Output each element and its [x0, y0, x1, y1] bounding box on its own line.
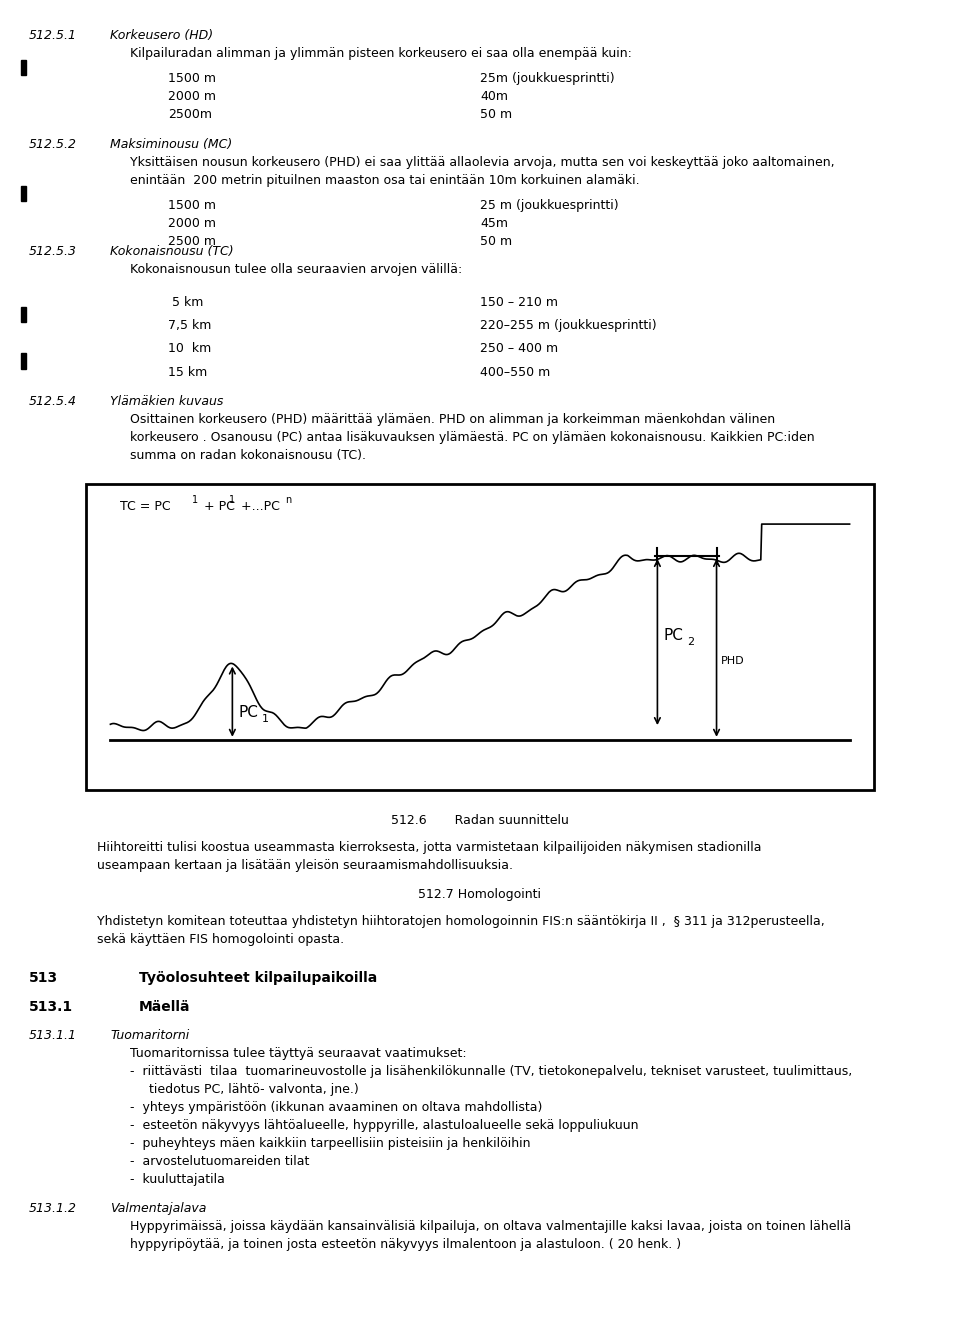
Text: Maksiminousu (MC): Maksiminousu (MC): [110, 137, 232, 150]
Bar: [21, 353, 26, 369]
Text: 50 m: 50 m: [480, 108, 512, 121]
Text: 1: 1: [229, 495, 235, 504]
Text: PC: PC: [238, 705, 258, 720]
Text: sekä käyttäen FIS homogolointi opasta.: sekä käyttäen FIS homogolointi opasta.: [97, 933, 345, 946]
Text: -  puheyhteys mäen kaikkiin tarpeellisiin pisteisiin ja henkilöihin: - puheyhteys mäen kaikkiin tarpeellisiin…: [130, 1137, 530, 1150]
Text: 10  km: 10 km: [168, 342, 211, 355]
Bar: [21, 306, 26, 322]
Text: 2000 m: 2000 m: [168, 217, 216, 230]
Text: -  esteetön näkyvyys lähtöalueelle, hyppyrille, alastuloalueelle sekä loppuliuku: - esteetön näkyvyys lähtöalueelle, hyppy…: [130, 1119, 638, 1133]
Text: -  yhteys ympäristöön (ikkunan avaaminen on oltava mahdollista): - yhteys ympäristöön (ikkunan avaaminen …: [130, 1101, 542, 1114]
Text: PC: PC: [663, 628, 684, 643]
Text: 2: 2: [687, 638, 694, 647]
Text: Kokonaisnousun tulee olla seuraavien arvojen välillä:: Kokonaisnousun tulee olla seuraavien arv…: [130, 264, 462, 277]
Text: Korkeusero (HD): Korkeusero (HD): [110, 29, 213, 43]
Text: -  riittävästi  tilaa  tuomarineuvostolle ja lisähenkilökunnalle (TV, tietokonep: - riittävästi tilaa tuomarineuvostolle j…: [130, 1065, 852, 1078]
Text: tiedotus PC, lähtö- valvonta, jne.): tiedotus PC, lähtö- valvonta, jne.): [149, 1083, 358, 1097]
Text: Hyppyrimäissä, joissa käydään kansainvälisiä kilpailuja, on oltava valmentajille: Hyppyrimäissä, joissa käydään kansainväl…: [130, 1221, 851, 1234]
Text: Kokonaisnousu (TC): Kokonaisnousu (TC): [110, 245, 234, 258]
Text: 1500 m: 1500 m: [168, 72, 216, 85]
Text: Tuomaritorni: Tuomaritorni: [110, 1029, 190, 1042]
Text: 25 m (joukkuesprintti): 25 m (joukkuesprintti): [480, 198, 618, 212]
Text: summa on radan kokonaisnousu (TC).: summa on radan kokonaisnousu (TC).: [130, 449, 366, 462]
Text: 1: 1: [192, 495, 198, 504]
Text: + PC: + PC: [200, 500, 234, 514]
Text: 1500 m: 1500 m: [168, 198, 216, 212]
Text: 50 m: 50 m: [480, 234, 512, 248]
Text: 220–255 m (joukkuesprintti): 220–255 m (joukkuesprintti): [480, 319, 657, 333]
Text: TC = PC: TC = PC: [120, 500, 171, 514]
Text: 1: 1: [262, 713, 269, 724]
Text: 512.5.2: 512.5.2: [29, 137, 77, 150]
Text: Osittainen korkeusero (PHD) määrittää ylämäen. PHD on alimman ja korkeimman mäen: Osittainen korkeusero (PHD) määrittää yl…: [130, 413, 775, 426]
Text: 45m: 45m: [480, 217, 508, 230]
Text: 512.7 Homologointi: 512.7 Homologointi: [419, 888, 541, 901]
Text: 150 – 210 m: 150 – 210 m: [480, 295, 558, 309]
Text: 400–550 m: 400–550 m: [480, 366, 550, 379]
Text: Työolosuhteet kilpailupaikoilla: Työolosuhteet kilpailupaikoilla: [139, 970, 377, 985]
Text: 512.5.3: 512.5.3: [29, 245, 77, 258]
Text: Mäellä: Mäellä: [139, 1000, 191, 1014]
Text: 512.6       Radan suunnittelu: 512.6 Radan suunnittelu: [391, 813, 569, 827]
Text: 512.5.4: 512.5.4: [29, 395, 77, 409]
Bar: [86, 484, 874, 791]
Text: n: n: [285, 495, 292, 504]
Text: 2500 m: 2500 m: [168, 234, 216, 248]
Text: Ylämäkien kuvaus: Ylämäkien kuvaus: [110, 395, 224, 409]
Text: enintään  200 metrin pituilnen maaston osa tai enintään 10m korkuinen alamäki.: enintään 200 metrin pituilnen maaston os…: [130, 173, 639, 186]
Text: 7,5 km: 7,5 km: [168, 319, 211, 333]
Text: hyppyripöytää, ja toinen josta esteetön näkyvyys ilmalentoon ja alastuloon. ( 20: hyppyripöytää, ja toinen josta esteetön …: [130, 1238, 681, 1251]
Text: useampaan kertaan ja lisätään yleisön seuraamismahdollisuuksia.: useampaan kertaan ja lisätään yleisön se…: [97, 858, 514, 872]
Text: +...PC: +...PC: [237, 500, 280, 514]
Text: Yksittäisen nousun korkeusero (PHD) ei saa ylittää allaolevia arvoja, mutta sen : Yksittäisen nousun korkeusero (PHD) ei s…: [130, 156, 834, 169]
Text: 2500m: 2500m: [168, 108, 212, 121]
Text: Hiihtoreitti tulisi koostua useammasta kierroksesta, jotta varmistetaan kilpaili: Hiihtoreitti tulisi koostua useammasta k…: [97, 841, 761, 853]
Text: Valmentajalava: Valmentajalava: [110, 1202, 206, 1215]
Text: PHD: PHD: [721, 656, 745, 667]
Text: Kilpailuradan alimman ja ylimmän pisteen korkeusero ei saa olla enempää kuin:: Kilpailuradan alimman ja ylimmän pisteen…: [130, 47, 632, 60]
Text: 513: 513: [29, 970, 58, 985]
Text: -  kuuluttajatila: - kuuluttajatila: [130, 1173, 225, 1186]
Bar: [21, 60, 26, 75]
Text: korkeusero . Osanousu (PC) antaa lisäkuvauksen ylämäestä. PC on ylämäen kokonais: korkeusero . Osanousu (PC) antaa lisäkuv…: [130, 431, 814, 445]
Text: 250 – 400 m: 250 – 400 m: [480, 342, 558, 355]
Text: 513.1.2: 513.1.2: [29, 1202, 77, 1215]
Text: -  arvostelutuomareiden tilat: - arvostelutuomareiden tilat: [130, 1155, 309, 1169]
Text: 25m (joukkuesprintti): 25m (joukkuesprintti): [480, 72, 614, 85]
Text: 513.1: 513.1: [29, 1000, 73, 1014]
Text: Tuomaritornissa tulee täyttyä seuraavat vaatimukset:: Tuomaritornissa tulee täyttyä seuraavat …: [130, 1047, 467, 1061]
Bar: [21, 186, 26, 201]
Text: 513.1.1: 513.1.1: [29, 1029, 77, 1042]
Text: 15 km: 15 km: [168, 366, 207, 379]
Text: 2000 m: 2000 m: [168, 91, 216, 104]
Text: Yhdistetyn komitean toteuttaa yhdistetyn hiihtoratojen homologoinnin FIS:n säänt: Yhdistetyn komitean toteuttaa yhdistetyn…: [97, 914, 825, 928]
Text: 40m: 40m: [480, 91, 508, 104]
Text: 512.5.1: 512.5.1: [29, 29, 77, 43]
Text: 5 km: 5 km: [168, 295, 204, 309]
